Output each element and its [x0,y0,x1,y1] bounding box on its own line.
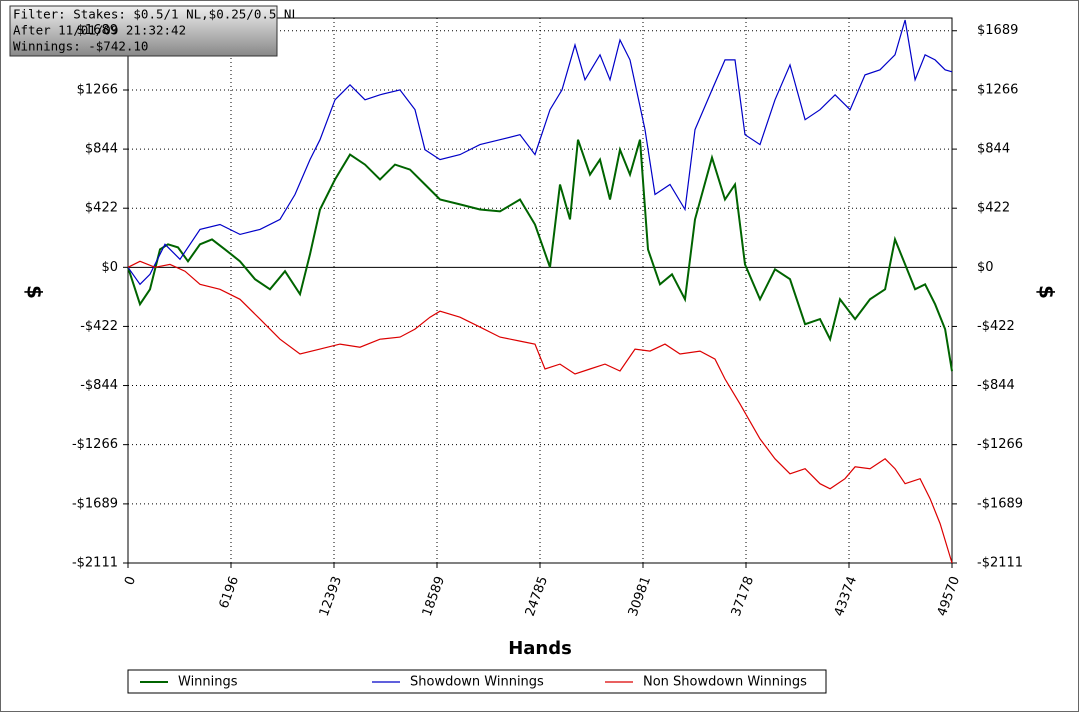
legend [127,669,827,694]
y-tick-label: $0 [101,260,118,275]
y2-tick-label: -$1266 [977,437,1023,452]
plot-area [123,17,957,568]
y2-tick-label: -$2111 [977,556,1023,571]
y2-tick-label: $844 [977,142,1010,157]
plot-border [127,17,953,564]
filter-box [9,5,278,57]
y-tick-label: -$1689 [72,496,118,511]
y2-tick-label: -$422 [977,319,1015,334]
y-tick-label: $1266 [77,82,118,97]
series-line [127,260,953,564]
y-tick-label: -$1266 [72,437,118,452]
y2-tick-label: $422 [977,201,1010,216]
y2-tick-label: -$1689 [977,496,1023,511]
annotation: Filter: Stakes: $0.5/1 NL,$0.25/0.5 NL [13,7,299,22]
y2-tick-label: $0 [977,260,994,275]
legend-label: Non Showdown Winnings [643,675,807,690]
series-line [127,139,953,372]
y-tick-label: $422 [85,201,118,216]
annotation: Winnings: -$742.10 [13,39,148,54]
y-tick-label: $844 [85,142,118,157]
y-axis-label: $ [23,285,47,299]
series-line [127,19,953,286]
y-tick-label: $1689 [77,23,118,38]
y-tick-label: -$422 [80,319,118,334]
legend-label: Winnings [178,675,238,690]
annotation: After 11/01/09 21:32:42 [13,23,186,38]
y2-axis-label: $ [1035,285,1059,299]
y-tick-label: -$844 [80,378,118,393]
y2-tick-label: $1689 [977,23,1018,38]
legend-label: Showdown Winnings [410,675,544,690]
x-axis-label: Hands [508,638,572,659]
y2-tick-label: -$844 [977,378,1015,393]
y2-tick-label: $1266 [977,82,1018,97]
y-tick-label: -$2111 [72,556,118,571]
